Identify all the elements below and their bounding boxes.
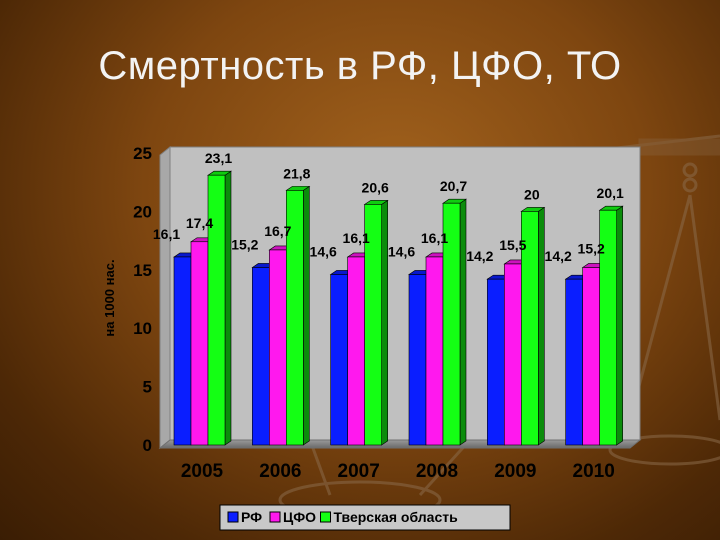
plot-side-wall: [159, 145, 171, 450]
data-label: 20,1: [597, 185, 624, 201]
data-label: 14,6: [310, 243, 337, 259]
y-tick-label: 5: [143, 378, 152, 397]
data-label: 14,2: [545, 248, 572, 264]
legend-swatch: [320, 511, 331, 523]
data-label: 21,8: [283, 165, 310, 181]
slide-title: Смертность в РФ, ЦФО, ТО: [98, 44, 622, 88]
data-label: 15,2: [231, 236, 258, 252]
data-label: 15,2: [578, 240, 605, 256]
y-axis-label: на 1000 нас.: [102, 259, 117, 336]
bar: [207, 170, 232, 446]
data-label: 20: [524, 186, 540, 202]
data-label: 23,1: [205, 150, 232, 166]
legend-label: РФ: [241, 509, 262, 525]
data-label: 14,2: [466, 248, 493, 264]
bar: [285, 185, 311, 446]
data-label: 14,6: [388, 243, 415, 259]
y-tick-label: 20: [133, 202, 152, 221]
data-label: 15,5: [499, 237, 526, 253]
category-label: 2009: [494, 461, 536, 482]
legend-swatch: [227, 511, 239, 523]
data-label: 16,1: [421, 230, 448, 246]
category-label: 2007: [338, 461, 380, 482]
category-label: 2006: [259, 461, 301, 482]
y-tick-label: 25: [133, 144, 152, 163]
category-label: 2010: [573, 461, 615, 482]
data-label: 17,4: [186, 215, 213, 231]
y-tick-label: 0: [143, 436, 152, 455]
data-label: 16,1: [153, 226, 180, 242]
legend-swatch: [269, 511, 281, 523]
data-label: 16,7: [264, 223, 291, 239]
y-tick-label: 15: [133, 261, 152, 280]
category-label: 2008: [416, 461, 458, 482]
legend-label: Тверская область: [334, 509, 459, 525]
category-label: 2005: [181, 461, 224, 482]
bar: [363, 199, 389, 446]
bar: [598, 205, 624, 446]
y-tick-label: 10: [133, 319, 152, 338]
bar: [442, 198, 467, 446]
legend: РФ ЦФО Тверская область: [219, 504, 511, 531]
data-label: 16,1: [343, 230, 370, 246]
legend-label: ЦФО: [283, 509, 316, 525]
data-label: 20,7: [440, 178, 467, 194]
data-label: 20,6: [362, 179, 389, 195]
bar: [520, 206, 546, 446]
